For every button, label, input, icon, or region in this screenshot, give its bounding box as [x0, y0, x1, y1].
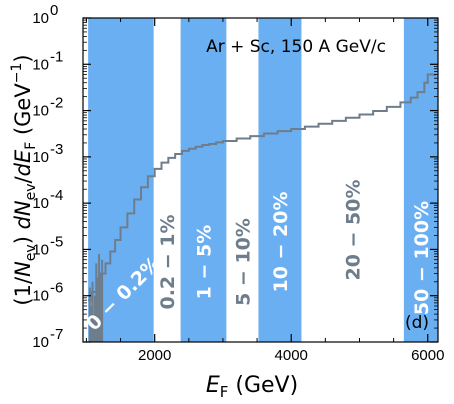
band-label-2: 1 − 5%: [193, 225, 215, 300]
band-2: [180, 18, 227, 342]
band-label-3: 5 − 10%: [232, 218, 254, 306]
y-axis-title: (1/Nev) dNev/dEF (GeV−1): [9, 54, 39, 305]
y-tick-label-4: 10: [32, 149, 49, 166]
y-tick-exp-4: -3: [50, 141, 63, 158]
y-tick-label-0: 10: [32, 334, 49, 351]
band-6: [403, 18, 438, 342]
centrality-bands: [88, 18, 438, 342]
y-tick-label-2: 10: [32, 241, 49, 258]
y-tick-label-5: 10: [32, 103, 49, 120]
plot-frame: [82, 17, 439, 343]
panel-label: (d): [405, 313, 429, 333]
band-label-1: 0.2 − 1%: [157, 214, 179, 309]
svg-text:(1/Nev) dNev/dEF (GeV−1): (1/Nev) dNev/dEF (GeV−1): [9, 54, 39, 305]
svg-text:EF (GeV): EF (GeV): [206, 373, 298, 401]
y-tick-label-3: 10: [32, 195, 49, 212]
y-tick-label-7: 10: [32, 10, 49, 27]
axis-ticks: [83, 17, 438, 343]
x-axis-title: EF (GeV): [206, 373, 298, 401]
band-4: [258, 18, 302, 342]
x-tick-label-1: 4000: [275, 347, 308, 364]
tick-labels: 2000 4000 600010-710-610-510-410-310-210-1…: [32, 2, 444, 364]
y-tick-exp-2: -5: [50, 233, 63, 250]
y-tick-exp-7: 0: [50, 2, 58, 19]
x-tick-label-2: 6000: [411, 347, 444, 364]
band-label-5: 20 − 50%: [343, 179, 365, 280]
data-series: [88, 73, 436, 342]
series-line: [88, 73, 436, 302]
y-tick-label-6: 10: [32, 56, 49, 73]
band-label-4: 10 − 20%: [270, 191, 292, 292]
y-tick-exp-1: -6: [50, 280, 63, 297]
y-tick-exp-0: -7: [50, 326, 63, 343]
x-tick-label-0: 2000: [138, 347, 171, 364]
y-tick-exp-6: -1: [50, 48, 63, 65]
annotation-text: Ar + Sc, 150 A GeV/c: [206, 37, 386, 57]
y-tick-label-1: 10: [32, 288, 49, 305]
y-tick-exp-5: -2: [50, 95, 63, 112]
band-label-6: 50 − 100%: [411, 201, 433, 315]
y-tick-exp-3: -4: [50, 187, 63, 204]
